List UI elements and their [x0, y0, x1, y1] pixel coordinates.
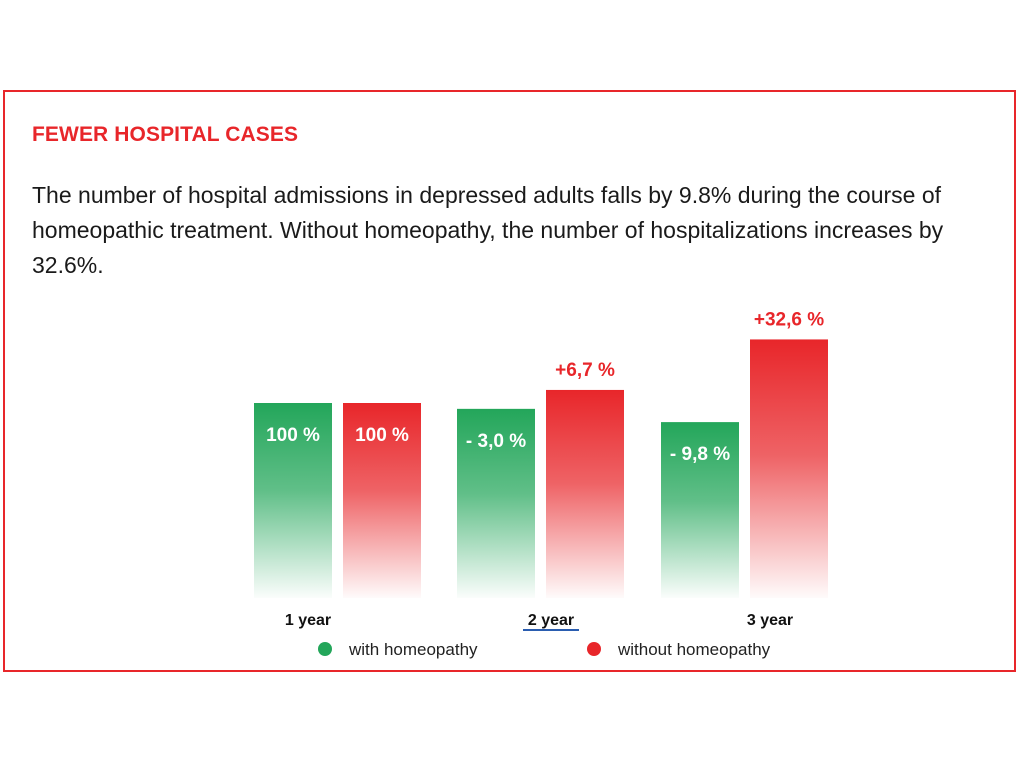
content-frame: [3, 90, 1016, 672]
category-label-2: 2 year: [528, 612, 574, 629]
data-label-without-2: +6,7 %: [555, 360, 615, 381]
legend-label-with-homeopathy: with homeopathy: [348, 640, 478, 659]
bar-with-homeopathy-2: [457, 408, 535, 598]
legend-dot-without-homeopathy: [587, 642, 601, 656]
data-label-with-3: - 9,8 %: [670, 444, 730, 465]
description-text: The number of hospital admissions in dep…: [32, 182, 944, 278]
bar-without-homeopathy-3: [750, 339, 828, 598]
data-label-with-1: 100 %: [266, 425, 320, 446]
bar-without-homeopathy-2: [546, 389, 624, 598]
bar-without-homeopathy-1: [343, 403, 421, 598]
legend-dot-with-homeopathy: [318, 642, 332, 656]
category-label-1: 1 year: [285, 612, 331, 629]
category-label-3: 3 year: [747, 612, 793, 629]
bar-with-homeopathy-3: [661, 422, 739, 598]
bar-with-homeopathy-1: [254, 403, 332, 598]
data-label-with-2: - 3,0 %: [466, 431, 526, 452]
data-label-without-3: +32,6 %: [754, 309, 824, 330]
legend-label-without-homeopathy: without homeopathy: [617, 640, 771, 659]
data-label-without-1: 100 %: [355, 425, 409, 446]
page-title: FEWER HOSPITAL CASES: [32, 123, 299, 146]
